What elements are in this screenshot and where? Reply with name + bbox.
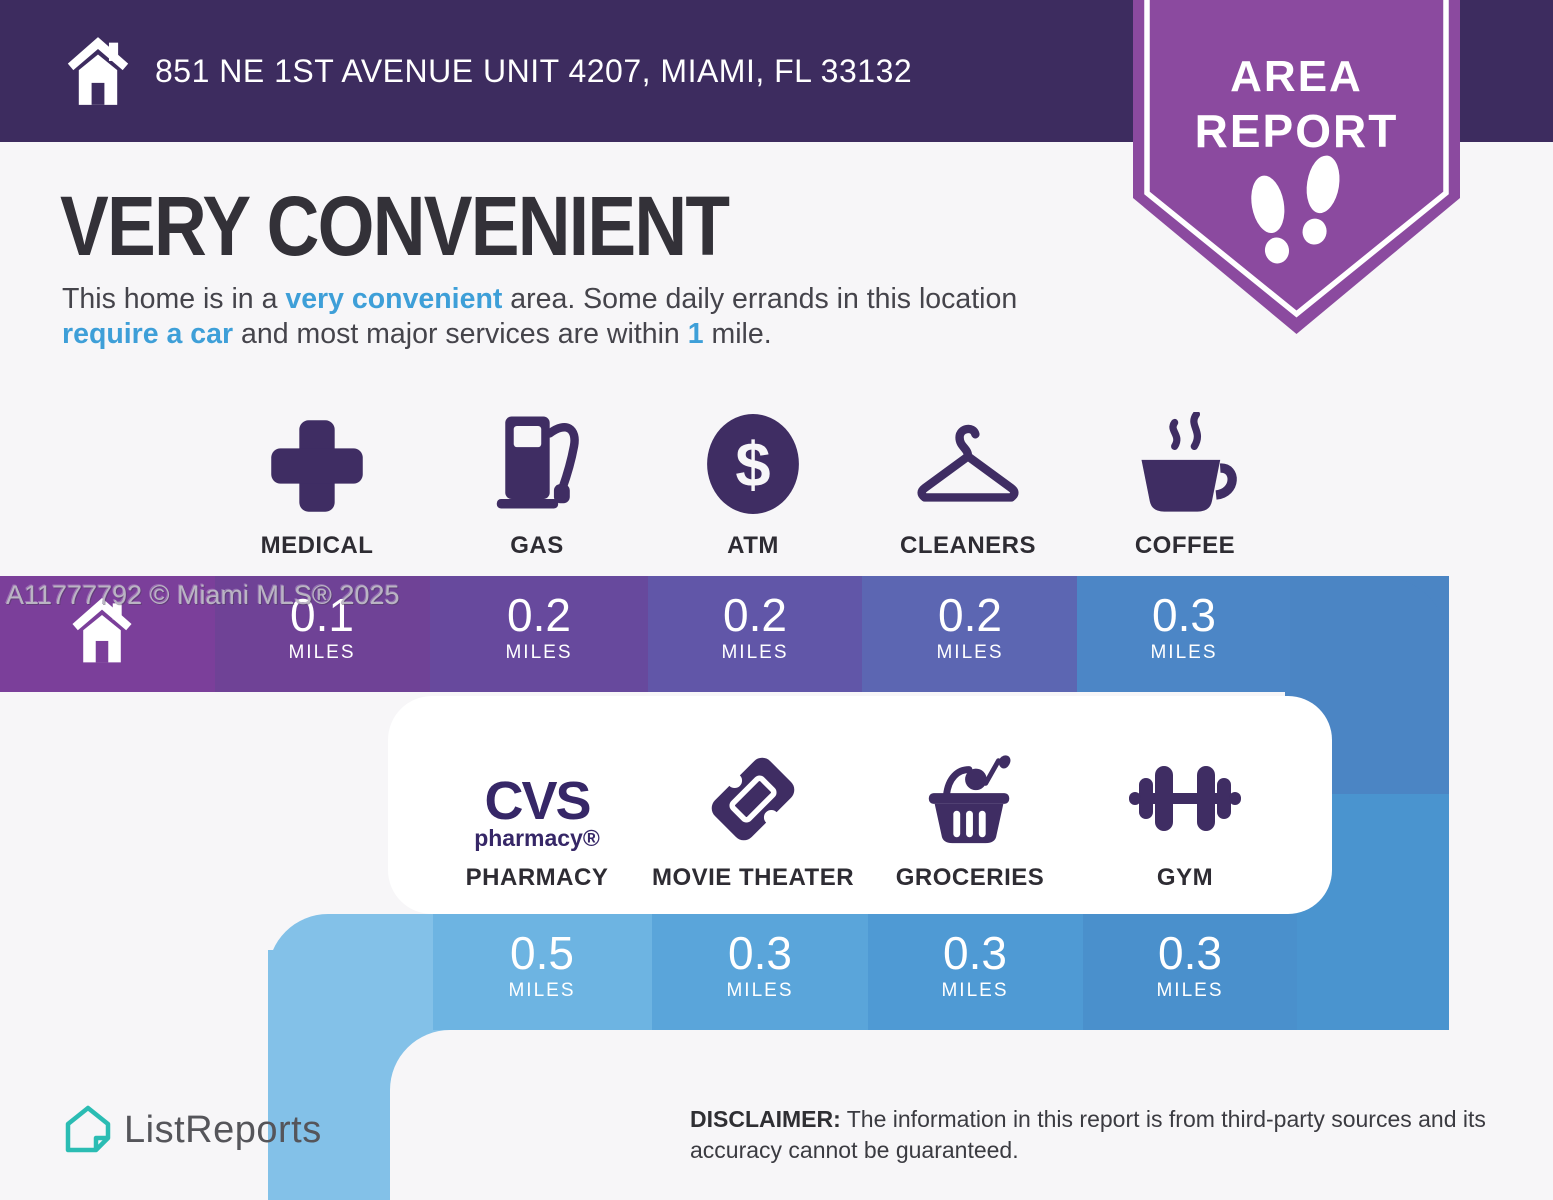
home-marker-icon — [72, 598, 132, 663]
poi-pharmacy: CVS pharmacy® PHARMACY — [427, 748, 647, 892]
distance-unit: MILES — [505, 642, 573, 663]
distance-atm: 0.2 MILES — [645, 592, 865, 664]
home-icon — [67, 37, 129, 105]
distance-value: 0.2 — [938, 589, 1002, 641]
footprints-icon — [1251, 155, 1340, 264]
badge-title-line2: REPORT — [1194, 105, 1399, 157]
distance-gas: 0.2 MILES — [429, 592, 649, 664]
poi-label: MOVIE THEATER — [651, 864, 855, 891]
distance-groceries: 0.3 MILES — [865, 930, 1085, 1002]
hanger-icon — [917, 424, 1019, 502]
distance-cleaners: 0.2 MILES — [860, 592, 1080, 664]
desc-highlight-car: require a car — [62, 318, 234, 350]
disclaimer-text: The information in this report is from t… — [690, 1106, 1486, 1163]
bar1-turn-segment — [1290, 576, 1449, 692]
distance-value: 0.3 — [728, 927, 792, 979]
svg-text:$: $ — [735, 430, 770, 500]
atm-dollar-icon: $ — [707, 414, 799, 514]
bar2-groceries-segment — [868, 914, 1083, 1030]
distance-value: 0.2 — [723, 589, 787, 641]
poi-movie-theater: MOVIE THEATER — [643, 748, 863, 892]
poi-groceries: GROCERIES — [860, 748, 1080, 892]
distance-value: 0.3 — [1152, 589, 1216, 641]
coffee-cup-icon — [1141, 412, 1237, 512]
distance-unit: MILES — [1150, 642, 1218, 663]
poi-medical: MEDICAL — [207, 402, 427, 560]
bar1-gas-segment — [430, 576, 648, 692]
distance-unit: MILES — [726, 980, 794, 1001]
ticket-icon — [711, 757, 795, 841]
distance-value: 0.3 — [1158, 927, 1222, 979]
distance-unit: MILES — [936, 642, 1004, 663]
cvs-pharmacy-logo: CVS pharmacy® — [474, 771, 600, 851]
distance-pharmacy: 0.5 MILES — [432, 930, 652, 1002]
disclaimer-label: DISCLAIMER: — [690, 1106, 841, 1132]
desc-text: and most major services are within — [233, 318, 688, 350]
badge-pennant-shape — [1133, 0, 1460, 334]
cvs-wordmark: CVS — [484, 771, 591, 831]
bar1-medical-segment — [215, 576, 430, 692]
desc-highlight-mile: 1 — [687, 318, 704, 350]
distance-gym: 0.3 MILES — [1080, 930, 1300, 1002]
gas-pump-icon — [496, 416, 579, 509]
distance-unit: MILES — [288, 642, 356, 663]
distance-coffee: 0.3 MILES — [1074, 592, 1294, 664]
dumbbell-icon — [1129, 766, 1241, 831]
poi-label: PHARMACY — [465, 864, 609, 891]
poi-label: GROCERIES — [895, 864, 1045, 891]
distance-unit: MILES — [941, 980, 1009, 1001]
distance-bar-bottom — [268, 914, 1449, 1030]
poi-coffee: COFFEE — [1075, 402, 1295, 560]
disclaimer: DISCLAIMER: The information in this repo… — [690, 1104, 1500, 1166]
distance-movie-theater: 0.3 MILES — [650, 930, 870, 1002]
area-report-badge: AREA REPORT — [1133, 0, 1460, 338]
desc-text: This home is in a — [62, 283, 286, 315]
distance-value: 0.5 — [510, 927, 574, 979]
poi-atm: $ ATM — [643, 402, 863, 560]
poi-label: GYM — [1156, 864, 1214, 891]
distance-value: 0.3 — [943, 927, 1007, 979]
property-address: 851 NE 1ST AVENUE UNIT 4207, MIAMI, FL 3… — [155, 53, 913, 89]
poi-label: CLEANERS — [899, 532, 1036, 559]
page-description: This home is in a very convenient area. … — [62, 282, 1107, 352]
poi-gym: GYM — [1075, 748, 1295, 892]
bar2-pharmacy-segment — [433, 914, 652, 1030]
bar2-movie-segment — [652, 914, 868, 1030]
poi-label: ATM — [727, 532, 779, 559]
second-row-card — [388, 696, 1332, 914]
grocery-basket-icon — [928, 755, 1011, 844]
distance-unit: MILES — [1156, 980, 1224, 1001]
listreports-mark-icon — [65, 1105, 111, 1153]
desc-highlight-convenient: very convenient — [285, 283, 503, 315]
distance-value: 0.1 — [290, 589, 354, 641]
bar1-coffee-segment — [1077, 576, 1290, 692]
page-title: VERY CONVENIENT — [60, 179, 730, 273]
distance-unit: MILES — [721, 642, 789, 663]
listreports-logo: ListReports — [64, 1104, 322, 1156]
poi-gas: GAS — [427, 402, 647, 560]
mls-watermark: A11777792 © Miami MLS® 2025 — [6, 580, 400, 610]
badge-title-line1: AREA — [1230, 52, 1363, 101]
poi-label: MEDICAL — [260, 532, 374, 559]
desc-text: area. Some daily errands in this locatio… — [502, 283, 1018, 315]
bar2-gym-segment — [1083, 914, 1297, 1030]
bar2-start-segment — [268, 914, 433, 1030]
medical-cross-icon — [271, 420, 363, 512]
poi-label: GAS — [510, 532, 564, 559]
bar1-atm-segment — [648, 576, 862, 692]
distance-value: 0.2 — [507, 589, 571, 641]
cvs-pharmacy-wordmark: pharmacy® — [474, 825, 600, 851]
distance-unit: MILES — [508, 980, 576, 1001]
distance-medical: 0.1 MILES — [212, 592, 432, 664]
poi-cleaners: CLEANERS — [858, 402, 1078, 560]
bar1-cleaners-segment — [862, 576, 1077, 692]
desc-text: mile. — [703, 318, 772, 350]
listreports-wordmark: ListReports — [124, 1108, 322, 1151]
bar2-turn-segment — [1297, 914, 1449, 1030]
poi-label: COFFEE — [1134, 532, 1236, 559]
